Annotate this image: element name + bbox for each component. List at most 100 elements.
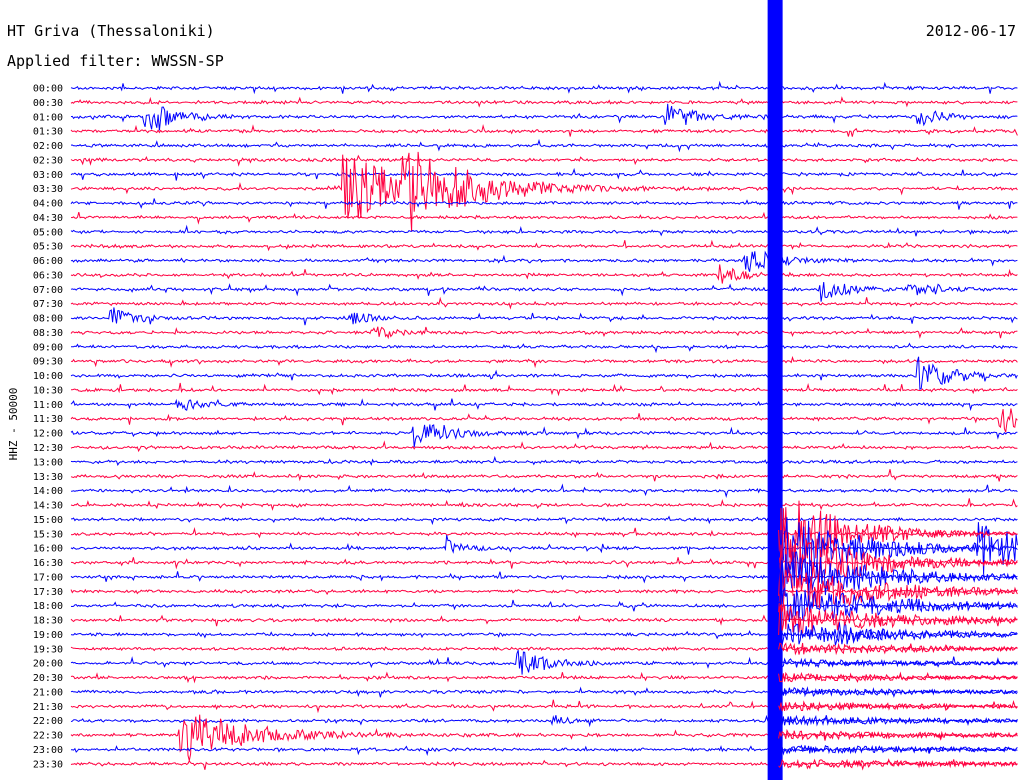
row-time-label: 21:30 [33, 702, 63, 713]
row-time-label: 18:00 [33, 601, 63, 612]
row-time-label: 15:30 [33, 529, 63, 540]
coda-trace [778, 500, 1018, 573]
row-time-label: 23:30 [33, 759, 63, 770]
trace-row-0330 [70, 151, 1018, 232]
coda-trace [778, 586, 1018, 623]
trace-row-0900 [70, 342, 1018, 354]
trace-row-0230 [70, 154, 1018, 167]
row-time-label: 03:00 [33, 170, 63, 181]
row-time-label: 04:00 [33, 199, 63, 210]
trace-row-1430 [70, 498, 1018, 511]
row-time-label: 04:30 [33, 213, 63, 224]
row-time-label: 19:00 [33, 630, 63, 641]
trace-row-0730 [70, 296, 1018, 310]
row-time-label: 10:00 [33, 371, 63, 382]
date-label: 2012-06-17 [926, 22, 1016, 40]
coda-trace [778, 700, 1018, 712]
row-time-label: 07:00 [33, 285, 63, 296]
trace-row-1000 [70, 356, 1018, 390]
row-time-label: 20:00 [33, 659, 63, 670]
row-time-label: 13:30 [33, 472, 63, 483]
row-time-label: 18:30 [33, 616, 63, 627]
coda-trace [778, 657, 1018, 669]
row-time-label: 09:00 [33, 342, 63, 353]
row-time-label: 13:00 [33, 457, 63, 468]
trace-row-0130 [70, 124, 1018, 137]
trace-row-1100 [70, 398, 1018, 412]
trace-row-2100 [70, 686, 1018, 698]
trace-row-1630 [71, 556, 1018, 570]
trace-row-1830 [70, 613, 1018, 627]
trace-row-1300 [70, 455, 1018, 467]
trace-row-0430 [70, 211, 1018, 225]
coda-trace [778, 686, 1018, 698]
trace-row-0930 [70, 355, 1018, 369]
trace-row-1030 [71, 382, 1018, 397]
row-time-label: 17:30 [33, 587, 63, 598]
row-time-label: 16:00 [33, 544, 63, 555]
row-time-label: 02:00 [33, 141, 63, 152]
row-time-label: 17:00 [33, 572, 63, 583]
trace-row-1230 [70, 440, 1018, 453]
trace-row-1330 [70, 469, 1018, 482]
trace-row-1730 [70, 586, 1018, 597]
trace-row-2030 [70, 671, 1018, 684]
trace-row-1900 [70, 621, 1018, 646]
station-title: HT Griva (Thessaloniki) [7, 22, 215, 40]
row-time-label: 21:00 [33, 687, 63, 698]
row-time-label: 07:30 [33, 299, 63, 310]
row-time-label: 02:30 [33, 155, 63, 166]
trace-row-0600 [70, 250, 1018, 272]
trace-row-0800 [70, 307, 1018, 326]
trace-row-1500 [71, 515, 1018, 526]
trace-row-0000 [70, 80, 1018, 95]
trace-row-1400 [70, 483, 1018, 499]
row-time-label: 08:30 [33, 328, 63, 339]
row-time-label: 16:30 [33, 558, 63, 569]
row-time-label: 06:00 [33, 256, 63, 267]
trace-row-0500 [70, 224, 1018, 237]
coda-trace [778, 604, 1018, 636]
seismogram-traces [70, 80, 1018, 771]
row-time-label: 05:00 [33, 227, 63, 238]
row-time-label: 09:30 [33, 357, 63, 368]
trace-row-0200 [70, 138, 1018, 153]
trace-row-0630 [70, 264, 1018, 284]
coda-trace [778, 671, 1018, 683]
coda-trace [778, 642, 1018, 656]
row-time-label: 01:00 [33, 112, 63, 123]
row-time-label: 20:30 [33, 673, 63, 684]
row-time-label: 12:30 [33, 443, 63, 454]
row-time-label: 14:30 [33, 501, 63, 512]
row-time-label: 08:00 [33, 314, 63, 325]
row-time-label: 03:30 [33, 184, 63, 195]
time-tick-labels: 00:00 00:30 01:00 01:30 02:00 02:30 03:00 03:30… [33, 84, 63, 771]
row-time-label: 19:30 [33, 644, 63, 655]
trace-row-1600 [70, 522, 1018, 575]
trace-row-0300 [70, 167, 1018, 181]
row-time-label: 00:00 [33, 84, 63, 95]
coda-trace [778, 623, 1018, 646]
coda-trace [778, 517, 1018, 574]
trace-row-1530 [70, 527, 1018, 539]
row-time-label: 01:30 [33, 127, 63, 138]
coda-trace [778, 758, 1018, 770]
row-time-label: 22:00 [33, 716, 63, 727]
row-time-label: 05:30 [33, 242, 63, 253]
trace-row-0530 [70, 239, 1018, 252]
filter-label: Applied filter: WWSSN-SP [7, 52, 224, 70]
row-time-label: 11:00 [33, 400, 63, 411]
coda-trace [778, 728, 1018, 741]
channel-axis-label: HHZ - 50000 [7, 388, 20, 461]
row-time-label: 22:30 [33, 731, 63, 742]
major-earthquake-signal [767, 0, 1018, 780]
trace-row-1800 [70, 599, 1018, 612]
coda-trace [778, 569, 1018, 614]
coda-trace [778, 744, 1018, 756]
trace-row-0400 [70, 198, 1018, 210]
trace-row-0030 [70, 96, 1018, 108]
row-time-label: 15:00 [33, 515, 63, 526]
row-time-label: 06:30 [33, 270, 63, 281]
row-time-label: 10:30 [33, 385, 63, 396]
